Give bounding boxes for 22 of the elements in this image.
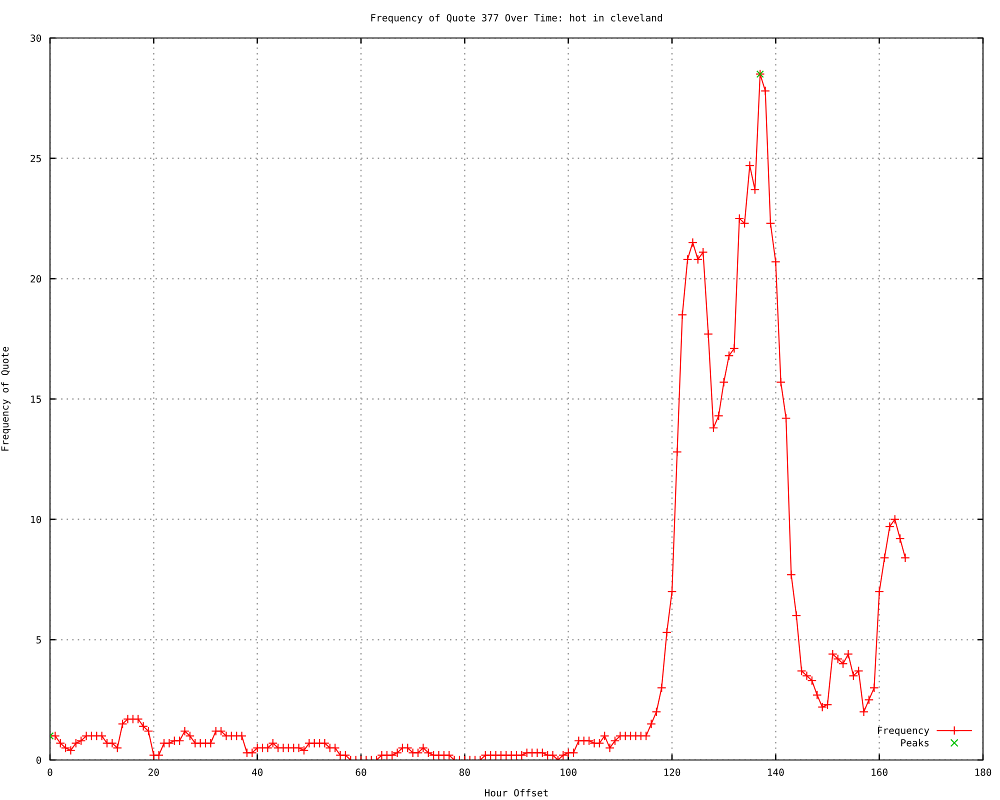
x-tick-label: 120 xyxy=(664,768,680,776)
x-tick-label: 180 xyxy=(975,768,992,776)
x-tick-label: 60 xyxy=(356,768,366,776)
x-tick-label: 20 xyxy=(148,768,159,776)
y-tick-label: 0 xyxy=(36,756,42,764)
x-tick-label: 160 xyxy=(872,768,888,776)
x-tick-label: 80 xyxy=(459,768,470,776)
y-tick-label: 5 xyxy=(36,636,41,644)
x-tick-label: 0 xyxy=(48,768,52,776)
y-tick-label: 25 xyxy=(30,154,41,162)
y-tick-label: 30 xyxy=(30,34,42,42)
x-tick-label: 140 xyxy=(768,768,784,776)
legend-label: Peaks xyxy=(901,738,929,746)
x-axis-title: Hour Offset xyxy=(484,788,548,796)
x-tick-label: 40 xyxy=(252,768,263,776)
y-tick-label: 15 xyxy=(31,396,41,403)
chart-title: Frequency of Quote 377 Over Time: hot in cleveland xyxy=(371,14,662,24)
y-axis-title: Frequency of Quote xyxy=(1,346,11,451)
y-tick-label: 10 xyxy=(31,516,42,524)
legend-label: Frequency xyxy=(878,726,930,736)
x-tick-label: 100 xyxy=(560,768,576,776)
y-tick-label: 20 xyxy=(30,275,42,283)
